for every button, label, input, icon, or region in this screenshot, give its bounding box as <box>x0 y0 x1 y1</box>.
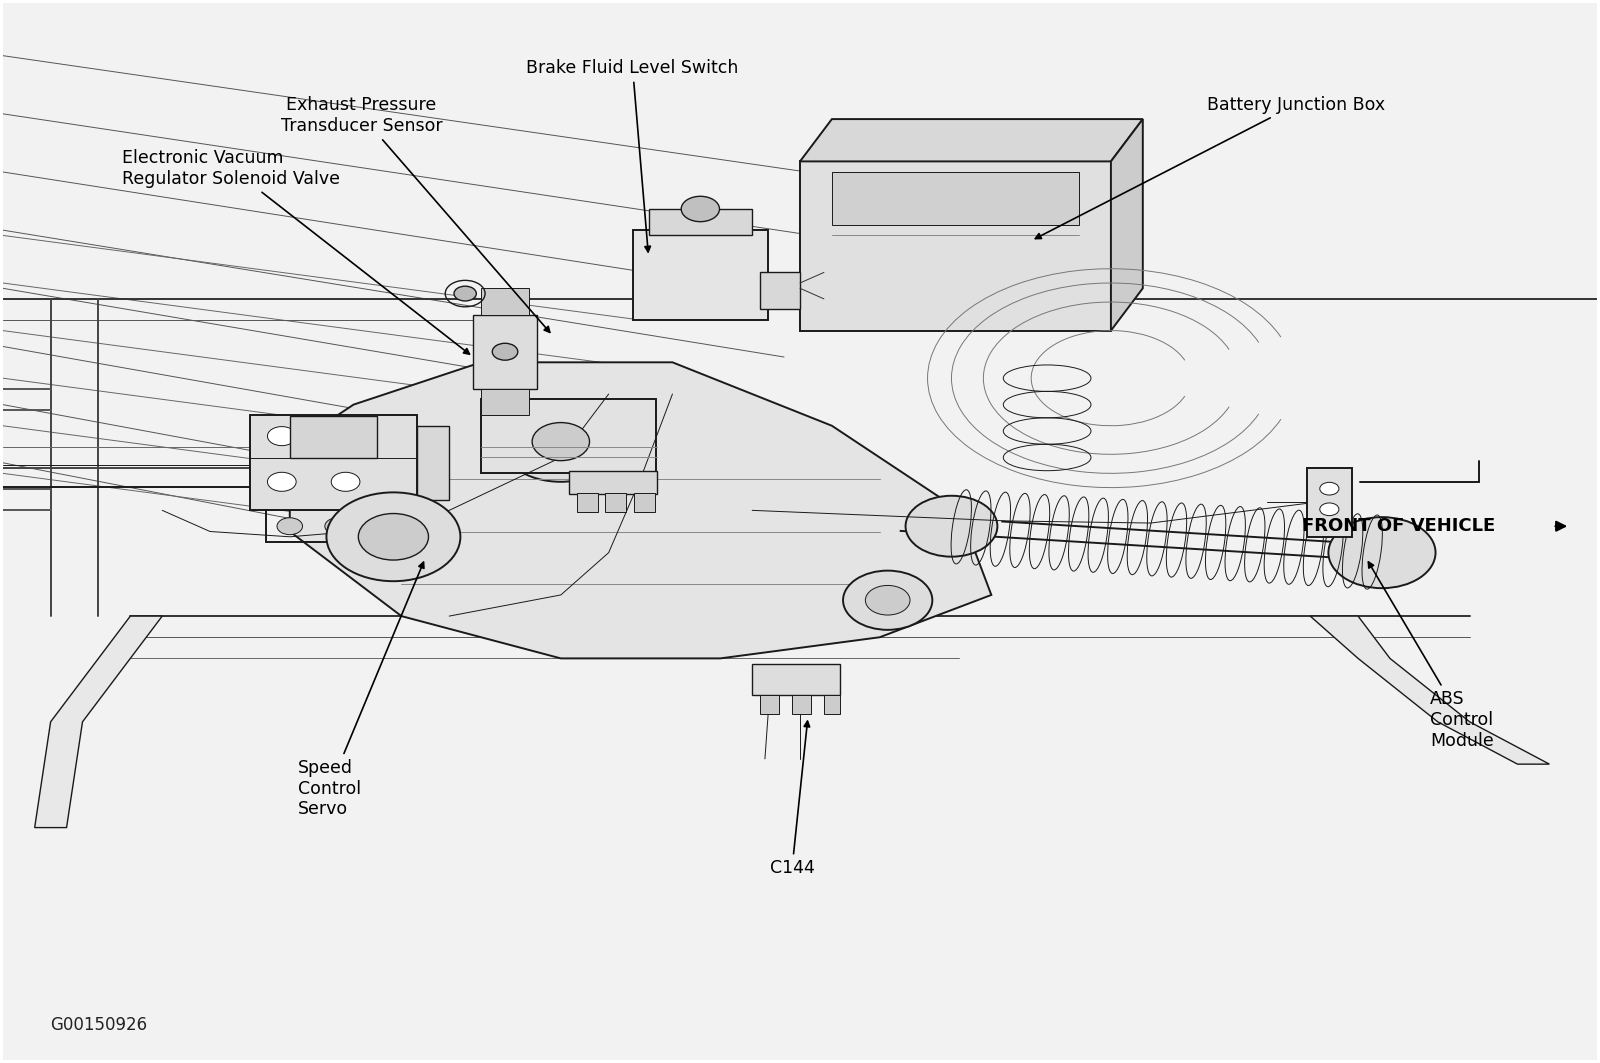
Circle shape <box>1320 483 1339 495</box>
Bar <box>824 695 840 714</box>
Bar <box>576 493 597 512</box>
Circle shape <box>1320 503 1339 516</box>
Bar <box>632 230 768 320</box>
Circle shape <box>866 586 910 615</box>
Polygon shape <box>290 362 992 658</box>
Circle shape <box>906 495 997 557</box>
Bar <box>634 493 654 512</box>
Bar <box>648 209 752 235</box>
Circle shape <box>843 571 933 630</box>
Text: Exhaust Pressure
Transducer Sensor: Exhaust Pressure Transducer Sensor <box>280 96 550 333</box>
Text: ABS
Control
Module: ABS Control Module <box>1368 562 1493 749</box>
Bar <box>1307 468 1352 537</box>
Bar <box>760 272 800 309</box>
Polygon shape <box>1110 119 1142 331</box>
Text: C144: C144 <box>770 721 814 877</box>
Bar <box>605 493 626 512</box>
Circle shape <box>1328 517 1435 588</box>
Bar <box>570 471 656 494</box>
Circle shape <box>331 426 360 445</box>
Circle shape <box>454 286 477 301</box>
Text: Electronic Vacuum
Regulator Solenoid Valve: Electronic Vacuum Regulator Solenoid Val… <box>122 149 469 354</box>
Bar <box>418 426 450 500</box>
Bar <box>792 695 811 714</box>
Bar <box>474 315 538 389</box>
Bar <box>290 416 378 458</box>
Circle shape <box>325 518 350 535</box>
Circle shape <box>533 423 589 460</box>
Text: Brake Fluid Level Switch: Brake Fluid Level Switch <box>526 58 739 252</box>
Bar <box>752 663 840 695</box>
Circle shape <box>493 343 518 360</box>
Text: G00150926: G00150926 <box>51 1016 147 1034</box>
Polygon shape <box>800 119 1142 162</box>
Circle shape <box>267 426 296 445</box>
Text: Battery Junction Box: Battery Junction Box <box>1035 96 1384 238</box>
Bar <box>482 389 530 416</box>
Circle shape <box>358 513 429 560</box>
Circle shape <box>267 472 296 491</box>
Circle shape <box>331 472 360 491</box>
Text: Speed
Control
Servo: Speed Control Servo <box>298 562 424 819</box>
Bar <box>760 695 779 714</box>
Circle shape <box>277 518 302 535</box>
Bar <box>800 162 1110 331</box>
Bar <box>482 400 656 473</box>
Bar <box>482 288 530 315</box>
Bar <box>250 416 418 510</box>
Bar <box>832 172 1078 225</box>
Polygon shape <box>35 617 162 828</box>
Polygon shape <box>1310 617 1549 764</box>
Text: FRONT OF VEHICLE: FRONT OF VEHICLE <box>1302 518 1496 535</box>
Circle shape <box>326 492 461 581</box>
Circle shape <box>682 197 720 222</box>
Circle shape <box>501 402 621 482</box>
